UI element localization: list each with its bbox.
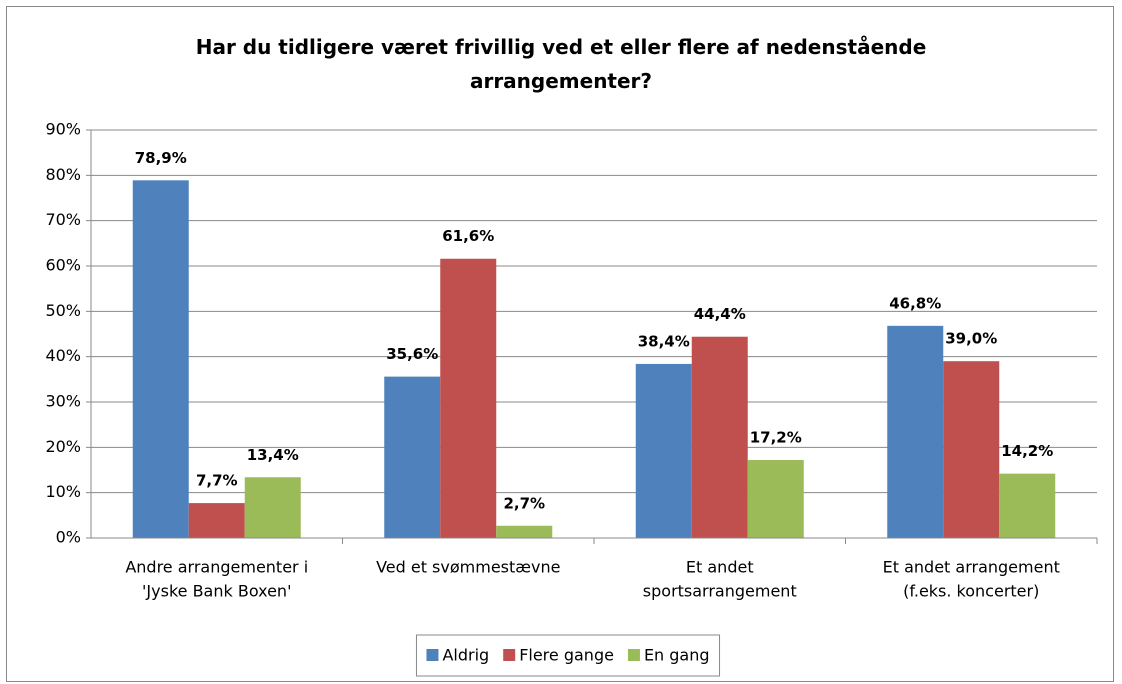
bar: [635, 363, 692, 538]
legend-label: Aldrig: [442, 646, 489, 665]
y-tick-label: 30%: [45, 392, 81, 411]
legend-swatch: [426, 649, 439, 661]
bar: [943, 361, 1000, 538]
x-tick-label: Ved et svømmestævne: [376, 558, 560, 577]
x-tick-label: Et andet arrangement: [883, 558, 1060, 577]
legend: Aldrig Flere gange En gang: [415, 634, 721, 677]
y-tick-label: 50%: [45, 301, 81, 320]
legend-label: En gang: [644, 646, 710, 665]
y-tick-label: 80%: [45, 165, 81, 184]
y-tick-label: 70%: [45, 210, 81, 229]
x-tick-label: sportsarrangement: [643, 582, 797, 601]
y-tick-label: 0%: [56, 528, 81, 547]
bar: [132, 180, 189, 538]
chart-border: [6, 6, 1114, 682]
chart-title: Har du tidligere været frivillig ved et …: [195, 35, 927, 93]
legend-label: Flere gange: [519, 646, 614, 665]
value-label: 78,9%: [135, 149, 187, 167]
x-tick-label: 'Jyske Bank Boxen': [142, 582, 291, 601]
bar: [440, 258, 497, 538]
bar: [691, 336, 748, 538]
bar: [887, 325, 944, 538]
x-tick-label: (f.eks. koncerter): [903, 582, 1039, 601]
legend-swatch: [627, 649, 640, 661]
value-label: 17,2%: [750, 429, 802, 447]
y-tick-label: 90%: [45, 120, 81, 139]
value-label: 38,4%: [638, 332, 690, 350]
bar: [384, 376, 441, 538]
bar: [188, 503, 245, 538]
value-label: 46,8%: [889, 294, 941, 312]
value-label: 39,0%: [945, 330, 997, 348]
y-tick-label: 10%: [45, 482, 81, 501]
x-tick-label: Et andet: [686, 558, 754, 577]
bar: [244, 477, 301, 538]
y-tick-label: 60%: [45, 256, 81, 275]
value-label: 2,7%: [503, 494, 545, 512]
value-label: 35,6%: [386, 345, 438, 363]
legend-box: [415, 634, 721, 677]
value-label: 61,6%: [442, 227, 494, 245]
value-label: 13,4%: [247, 446, 299, 464]
legend-swatch: [503, 649, 516, 661]
y-tick-label: 20%: [45, 437, 81, 456]
value-label: 44,4%: [694, 305, 746, 323]
y-tick-label: 40%: [45, 346, 81, 365]
value-label: 14,2%: [1001, 442, 1053, 460]
bar: [747, 460, 804, 538]
bar: [999, 473, 1056, 538]
x-tick-label: Andre arrangementer i: [125, 558, 308, 577]
bar: [496, 525, 553, 538]
value-label: 7,7%: [196, 472, 238, 490]
